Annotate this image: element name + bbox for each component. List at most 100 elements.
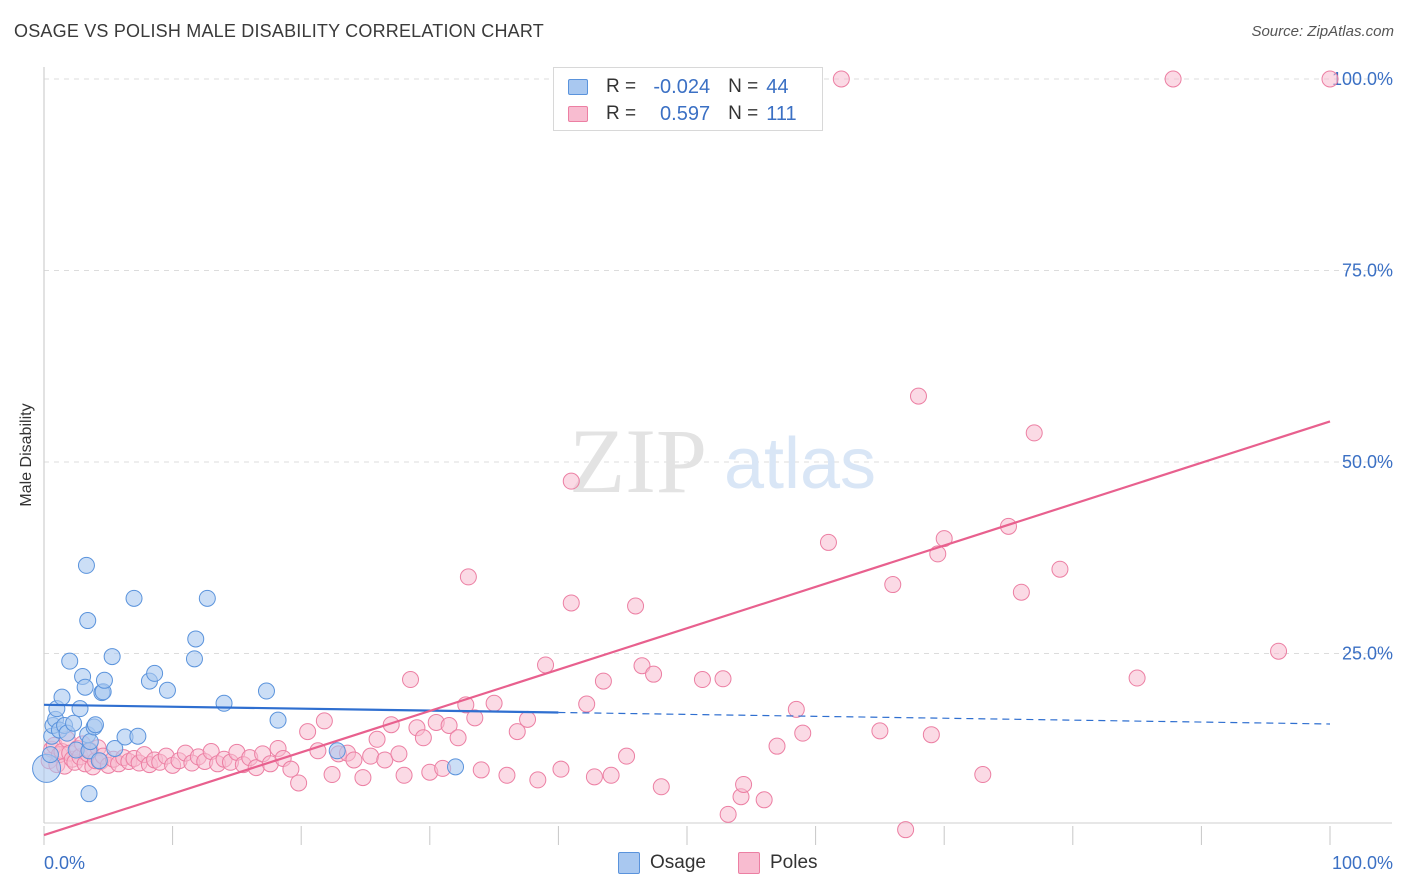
osage-point bbox=[328, 742, 346, 760]
osage-point bbox=[77, 556, 95, 574]
osage-point bbox=[86, 716, 104, 734]
poles-point bbox=[884, 576, 902, 594]
source-credit: Source: ZipAtlas.com bbox=[1251, 23, 1394, 40]
watermark-atlas: atlas bbox=[724, 424, 876, 504]
osage-points bbox=[32, 556, 465, 803]
osage-point bbox=[95, 671, 113, 689]
osage-point bbox=[185, 650, 203, 668]
poles-point bbox=[290, 774, 308, 792]
osage-trend-line bbox=[43, 703, 559, 714]
poles-point bbox=[354, 769, 372, 787]
osage-point bbox=[187, 630, 205, 648]
poles-point bbox=[1321, 70, 1339, 88]
poles-point bbox=[693, 671, 711, 689]
poles-point bbox=[633, 657, 651, 675]
poles-point bbox=[529, 771, 547, 789]
poles-point bbox=[508, 723, 526, 741]
poles-point bbox=[485, 694, 503, 712]
osage-point bbox=[41, 746, 59, 764]
poles-point bbox=[652, 778, 670, 796]
bottom-legend-poles: Poles bbox=[738, 852, 818, 874]
x-tick-label: 0.0% bbox=[44, 853, 85, 873]
legend-n-label: N = bbox=[728, 76, 759, 97]
tick-labels: 25.0% 50.0% 75.0% 100.0% 0.0% 100.0% bbox=[44, 69, 1393, 873]
poles-point bbox=[323, 766, 341, 784]
poles-points bbox=[40, 70, 1339, 839]
poles-point bbox=[819, 533, 837, 551]
poles-point bbox=[1012, 583, 1030, 601]
axes bbox=[43, 67, 1392, 845]
poles-point bbox=[974, 766, 992, 784]
poles-point bbox=[472, 761, 490, 779]
osage-point bbox=[257, 682, 275, 700]
y-tick-label: 50.0% bbox=[1342, 452, 1393, 472]
osage-point bbox=[106, 739, 124, 757]
legend-n-label: N = bbox=[728, 103, 759, 124]
correlation-legend: R = -0.024 N = 44 R = 0.597 N = 111 bbox=[553, 67, 823, 131]
poles-point bbox=[498, 766, 516, 784]
osage-r-value: -0.024 bbox=[653, 75, 711, 98]
y-tick-label: 25.0% bbox=[1342, 644, 1393, 664]
poles-point bbox=[618, 747, 636, 765]
poles-point bbox=[794, 724, 812, 742]
poles-point bbox=[897, 821, 915, 839]
poles-legend-label: Poles bbox=[770, 852, 818, 873]
poles-point bbox=[578, 695, 596, 713]
poles-point bbox=[787, 700, 805, 718]
osage-legend-label: Osage bbox=[650, 852, 706, 873]
poles-point bbox=[871, 722, 889, 740]
osage-point bbox=[79, 612, 97, 630]
osage-point bbox=[61, 652, 79, 670]
poles-point bbox=[382, 716, 400, 734]
poles-point bbox=[282, 760, 300, 778]
bottom-legend-osage: Osage bbox=[618, 852, 706, 874]
poles-point bbox=[1164, 70, 1182, 88]
poles-swatch-icon bbox=[568, 106, 588, 122]
x-tick-label: 100.0% bbox=[1332, 853, 1393, 873]
poles-point bbox=[922, 726, 940, 744]
osage-point bbox=[80, 785, 98, 803]
poles-point bbox=[562, 594, 580, 612]
poles-point bbox=[362, 747, 380, 765]
osage-trend-extension bbox=[558, 711, 1331, 725]
poles-point bbox=[562, 472, 580, 490]
osage-point bbox=[198, 589, 216, 607]
watermark-zip: ZIP bbox=[569, 410, 707, 512]
poles-point bbox=[755, 791, 773, 809]
poles-legend-icon bbox=[738, 852, 760, 874]
poles-point bbox=[585, 768, 603, 786]
osage-swatch-icon bbox=[568, 79, 588, 95]
osage-point bbox=[76, 678, 94, 696]
osage-point bbox=[90, 752, 108, 770]
osage-point bbox=[146, 664, 164, 682]
osage-point bbox=[215, 694, 233, 712]
poles-point bbox=[552, 760, 570, 778]
poles-point bbox=[768, 737, 786, 755]
osage-point bbox=[71, 700, 89, 718]
poles-point bbox=[440, 717, 458, 735]
osage-n-value: 44 bbox=[766, 75, 789, 98]
poles-point bbox=[1270, 642, 1288, 660]
legend-row-poles: R = 0.597 N = 111 bbox=[568, 102, 797, 126]
poles-point bbox=[719, 805, 737, 823]
poles-trend-line bbox=[43, 420, 1331, 837]
poles-point bbox=[402, 671, 420, 689]
osage-point bbox=[125, 589, 143, 607]
poles-point bbox=[594, 672, 612, 690]
poles-point bbox=[414, 729, 432, 747]
poles-point bbox=[735, 775, 753, 793]
osage-point bbox=[53, 688, 71, 706]
poles-point bbox=[714, 670, 732, 688]
poles-point bbox=[1051, 560, 1069, 578]
grid-lines bbox=[44, 78, 1392, 654]
poles-point bbox=[299, 723, 317, 741]
legend-r-label: R = bbox=[606, 76, 637, 97]
osage-point bbox=[269, 711, 287, 729]
poles-point bbox=[909, 387, 927, 405]
y-tick-label: 75.0% bbox=[1342, 261, 1393, 281]
poles-point bbox=[1128, 669, 1146, 687]
poles-point bbox=[1025, 424, 1043, 442]
osage-point bbox=[158, 681, 176, 699]
poles-point bbox=[627, 597, 645, 615]
